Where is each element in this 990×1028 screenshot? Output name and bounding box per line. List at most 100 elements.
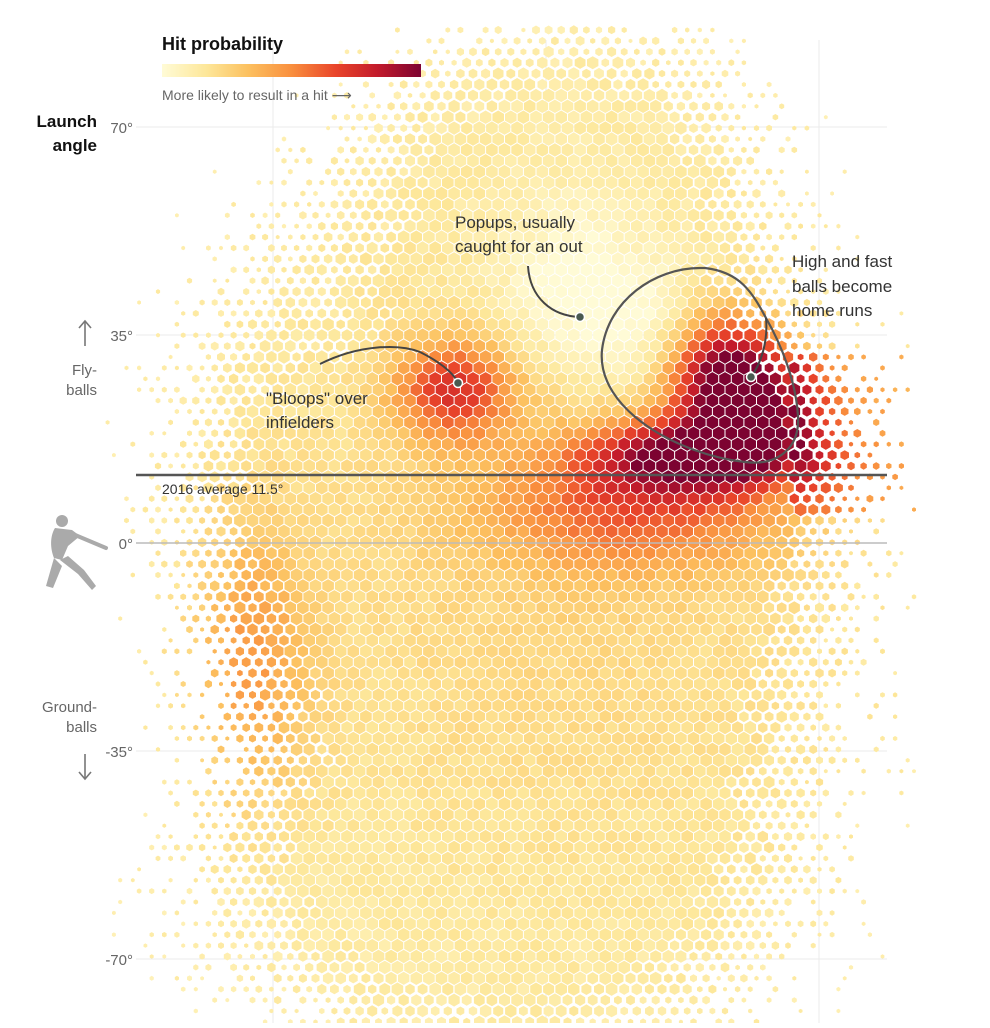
hex-cell bbox=[429, 263, 441, 277]
hex-cell bbox=[791, 146, 798, 154]
hex-cell bbox=[498, 797, 511, 811]
hex-cell bbox=[530, 197, 542, 212]
hex-cell bbox=[290, 437, 303, 451]
hex-cell bbox=[174, 386, 180, 393]
hex-cell bbox=[750, 383, 763, 397]
hex-cell bbox=[303, 851, 315, 866]
hex-cell bbox=[460, 840, 473, 855]
hex-cell bbox=[712, 797, 725, 811]
hex-cell bbox=[758, 810, 767, 820]
hex-cell bbox=[342, 199, 352, 210]
hex-cell bbox=[218, 309, 224, 317]
hex-cell bbox=[782, 459, 794, 473]
hex-cell bbox=[372, 361, 385, 375]
hex-cell bbox=[712, 579, 725, 593]
hex-cell bbox=[212, 800, 218, 807]
hex-cell bbox=[253, 481, 265, 495]
hex-cell bbox=[750, 470, 763, 484]
hex-cell bbox=[823, 638, 828, 643]
hex-cell bbox=[423, 971, 435, 985]
hex-cell bbox=[198, 843, 206, 852]
hex-cell bbox=[467, 917, 479, 931]
hex-cell bbox=[854, 517, 861, 524]
hex-cell bbox=[815, 406, 824, 417]
hex-cell bbox=[193, 877, 198, 883]
hex-cell bbox=[309, 404, 322, 419]
hex-cell bbox=[706, 873, 719, 887]
hex-cell bbox=[872, 462, 880, 470]
hex-cell bbox=[561, 971, 574, 985]
hex-cell bbox=[391, 524, 404, 539]
hex-cell bbox=[454, 459, 467, 473]
hex-cell bbox=[517, 895, 530, 909]
hex-cell bbox=[574, 862, 586, 876]
hex-cell bbox=[675, 165, 687, 179]
hex-cell bbox=[492, 829, 504, 844]
hex-cell bbox=[796, 374, 805, 384]
hex-cell bbox=[397, 688, 410, 702]
hex-cell bbox=[492, 938, 504, 953]
hex-cell bbox=[486, 753, 498, 767]
hex-cell bbox=[675, 557, 687, 571]
hex-cell bbox=[729, 38, 734, 44]
hex-cell bbox=[448, 448, 460, 462]
hex-cell bbox=[738, 644, 750, 658]
hex-cell bbox=[303, 655, 315, 669]
hex-cell bbox=[643, 110, 656, 124]
hex-cell bbox=[397, 775, 410, 789]
hex-cell bbox=[621, 27, 627, 33]
hex-cell bbox=[463, 1017, 471, 1026]
hex-cell bbox=[739, 842, 749, 853]
hex-cell bbox=[782, 416, 794, 429]
hex-cell bbox=[574, 731, 586, 746]
hex-cell bbox=[776, 384, 787, 396]
hex-cell bbox=[253, 568, 265, 582]
hex-cell bbox=[523, 601, 536, 615]
hex-cell bbox=[764, 362, 774, 373]
hex-cell bbox=[677, 80, 685, 89]
hex-cell bbox=[448, 208, 460, 222]
hex-cell bbox=[261, 276, 269, 285]
hex-cell bbox=[162, 627, 167, 632]
hex-cell bbox=[387, 146, 395, 154]
hex-cell bbox=[316, 720, 328, 735]
hex-cell bbox=[212, 909, 218, 916]
hex-cell bbox=[416, 481, 429, 495]
hex-cell bbox=[782, 481, 794, 495]
hex-cell bbox=[697, 986, 703, 993]
hex-cell bbox=[517, 873, 530, 887]
hex-cell bbox=[492, 502, 504, 517]
hex-cell bbox=[281, 136, 287, 142]
hex-cell bbox=[880, 735, 885, 742]
hex-cell bbox=[899, 769, 904, 774]
hex-cell bbox=[216, 395, 226, 406]
hex-cell bbox=[581, 983, 592, 995]
hex-cell bbox=[618, 938, 630, 953]
hex-cell bbox=[312, 233, 319, 241]
hex-cell bbox=[574, 601, 586, 615]
hex-cell bbox=[700, 404, 712, 419]
hex-cell bbox=[580, 742, 593, 757]
hex-cell bbox=[802, 363, 811, 373]
hex-cell bbox=[536, 949, 549, 964]
hex-cell bbox=[209, 449, 220, 461]
hex-cell bbox=[720, 875, 730, 886]
down-arrow-icon bbox=[78, 754, 92, 781]
hex-cell bbox=[448, 731, 460, 746]
hex-cell bbox=[681, 502, 693, 517]
hex-cell bbox=[416, 633, 429, 648]
hex-cell bbox=[759, 941, 766, 950]
hex-cell bbox=[605, 263, 618, 277]
hex-cell bbox=[337, 190, 344, 197]
hex-cell bbox=[467, 611, 479, 626]
hex-cell bbox=[498, 884, 511, 898]
hex-cell bbox=[668, 415, 681, 430]
hex-cell bbox=[379, 415, 391, 430]
hex-cell bbox=[186, 843, 193, 852]
hex-cell bbox=[460, 295, 473, 310]
hex-cell bbox=[725, 230, 737, 244]
hex-cell bbox=[643, 241, 656, 255]
hex-cell bbox=[290, 568, 303, 582]
hex-cell bbox=[574, 797, 586, 811]
hex-cell bbox=[372, 492, 385, 506]
